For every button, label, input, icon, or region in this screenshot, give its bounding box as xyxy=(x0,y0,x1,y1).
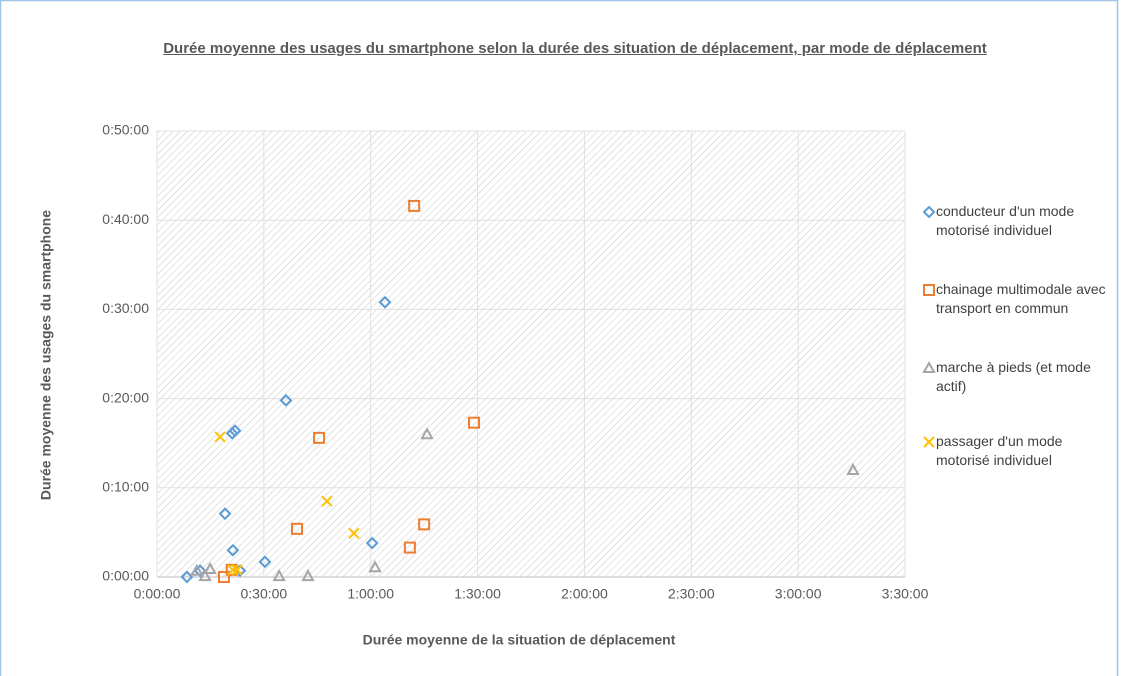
x-tick-label: 2:30:00 xyxy=(668,586,715,602)
point xyxy=(279,393,293,407)
y-tick-label: 0:20:00 xyxy=(102,389,149,405)
point xyxy=(418,518,431,531)
x-tick-label: 1:30:00 xyxy=(454,586,501,602)
legend-marker xyxy=(922,360,936,373)
point xyxy=(378,295,392,309)
chart-title: Durée moyenne des usages du smartphone s… xyxy=(163,40,987,57)
point xyxy=(190,563,204,576)
legend-marker xyxy=(923,436,935,448)
point xyxy=(348,527,360,539)
point xyxy=(203,561,217,574)
point-stroke xyxy=(231,564,243,576)
point xyxy=(403,541,416,554)
point-stroke xyxy=(321,495,333,507)
x-tick-label: 0:30:00 xyxy=(240,586,287,602)
point xyxy=(180,570,194,584)
point xyxy=(290,522,303,535)
point-stroke xyxy=(227,564,239,576)
plot-area xyxy=(157,131,905,577)
y-tick-label: 0:40:00 xyxy=(102,211,149,227)
x-tick-label: 0:00:00 xyxy=(134,586,181,602)
x-tick-label: 3:30:00 xyxy=(882,586,929,602)
point xyxy=(228,424,242,438)
point xyxy=(226,543,240,557)
point-stroke xyxy=(923,436,935,448)
x-tick-label: 3:00:00 xyxy=(775,586,822,602)
x-tick-label: 1:00:00 xyxy=(347,586,394,602)
y-tick-label: 0:50:00 xyxy=(102,122,149,138)
point xyxy=(227,564,239,576)
point xyxy=(231,564,243,576)
legend-label: marche à pieds (et mode actif) xyxy=(936,359,1091,394)
point-stroke xyxy=(214,431,226,443)
point xyxy=(272,569,286,582)
point xyxy=(368,560,382,573)
point xyxy=(218,507,232,521)
y-tick-label: 0:30:00 xyxy=(102,300,149,316)
point xyxy=(846,462,860,475)
point xyxy=(468,416,481,429)
legend-marker xyxy=(922,205,936,219)
legend-label: passager d'un mode motorisé individuel xyxy=(936,433,1063,468)
x-axis-title: Durée moyenne de la situation de déplace… xyxy=(363,632,676,648)
y-tick-label: 0:00:00 xyxy=(102,568,149,584)
point-stroke xyxy=(348,527,360,539)
point xyxy=(321,495,333,507)
y-tick-label: 0:10:00 xyxy=(102,479,149,495)
point xyxy=(217,571,230,583)
legend-label: chainage multimodale avec transport en c… xyxy=(936,281,1106,316)
point xyxy=(365,536,379,550)
point xyxy=(214,431,226,443)
point xyxy=(408,199,421,212)
point xyxy=(313,431,326,444)
point xyxy=(301,569,315,582)
y-axis-title: Durée moyenne des usages du smartphone xyxy=(38,210,54,500)
point xyxy=(420,427,434,440)
point xyxy=(258,555,272,569)
legend-marker xyxy=(923,284,935,296)
point xyxy=(225,426,239,440)
legend-label: conducteur d'un mode motorisé individuel xyxy=(936,203,1075,238)
x-tick-label: 2:00:00 xyxy=(561,586,608,602)
